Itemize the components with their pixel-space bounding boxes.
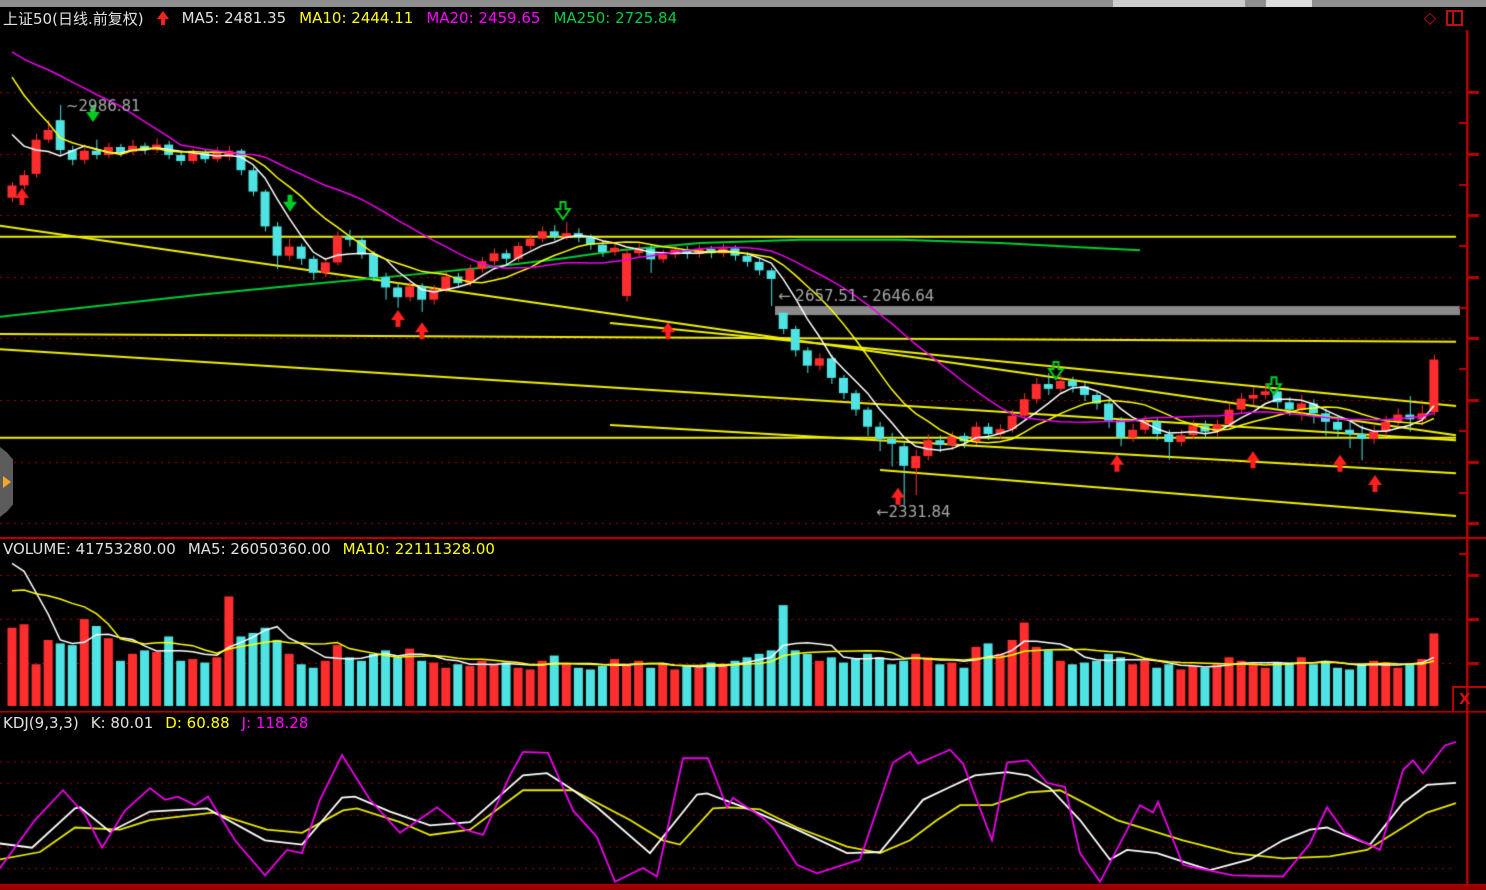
kdj-pane-header: KDJ(9,3,3) K: 80.01 D: 60.88 J: 118.28	[3, 713, 308, 733]
up-arrow-icon	[156, 11, 169, 25]
header-icons: ◇	[1424, 10, 1486, 26]
volume-ma10-value: MA10: 22111328.00	[342, 540, 495, 558]
main-chart-header: 上证50(日线.前复权) MA5: 2481.35 MA10: 2444.11 …	[0, 7, 1486, 29]
window-layout-icon[interactable]	[1446, 10, 1463, 26]
volume-value: VOLUME: 41753280.00	[3, 540, 176, 558]
expand-arrow-icon	[2, 476, 11, 488]
kdj-k-value: K: 80.01	[90, 714, 154, 732]
volume-pane-header: VOLUME: 41753280.00 MA5: 26050360.00 MA1…	[3, 539, 495, 559]
ma5-value: MA5: 2481.35	[181, 9, 287, 27]
diamond-icon[interactable]: ◇	[1423, 8, 1436, 27]
volume-ma5-value: MA5: 26050360.00	[187, 540, 331, 558]
symbol-title: 上证50(日线.前复权)	[3, 9, 144, 28]
ma250-value: MA250: 2725.84	[553, 9, 678, 27]
kdj-d-value: D: 60.88	[165, 714, 230, 732]
ma20-value: MA20: 2459.65	[426, 9, 541, 27]
scrollbar-thumb[interactable]	[1113, 0, 1245, 7]
top-scrollbar	[0, 0, 1486, 7]
kdj-j-value: J: 118.28	[241, 714, 309, 732]
ma10-value: MA10: 2444.11	[299, 9, 414, 27]
kdj-name: KDJ(9,3,3)	[3, 714, 79, 732]
scrollbar-thumb[interactable]	[1266, 0, 1312, 7]
sidebar-expand-handle[interactable]	[0, 447, 13, 517]
indicator-close-button[interactable]: X	[1452, 686, 1486, 712]
